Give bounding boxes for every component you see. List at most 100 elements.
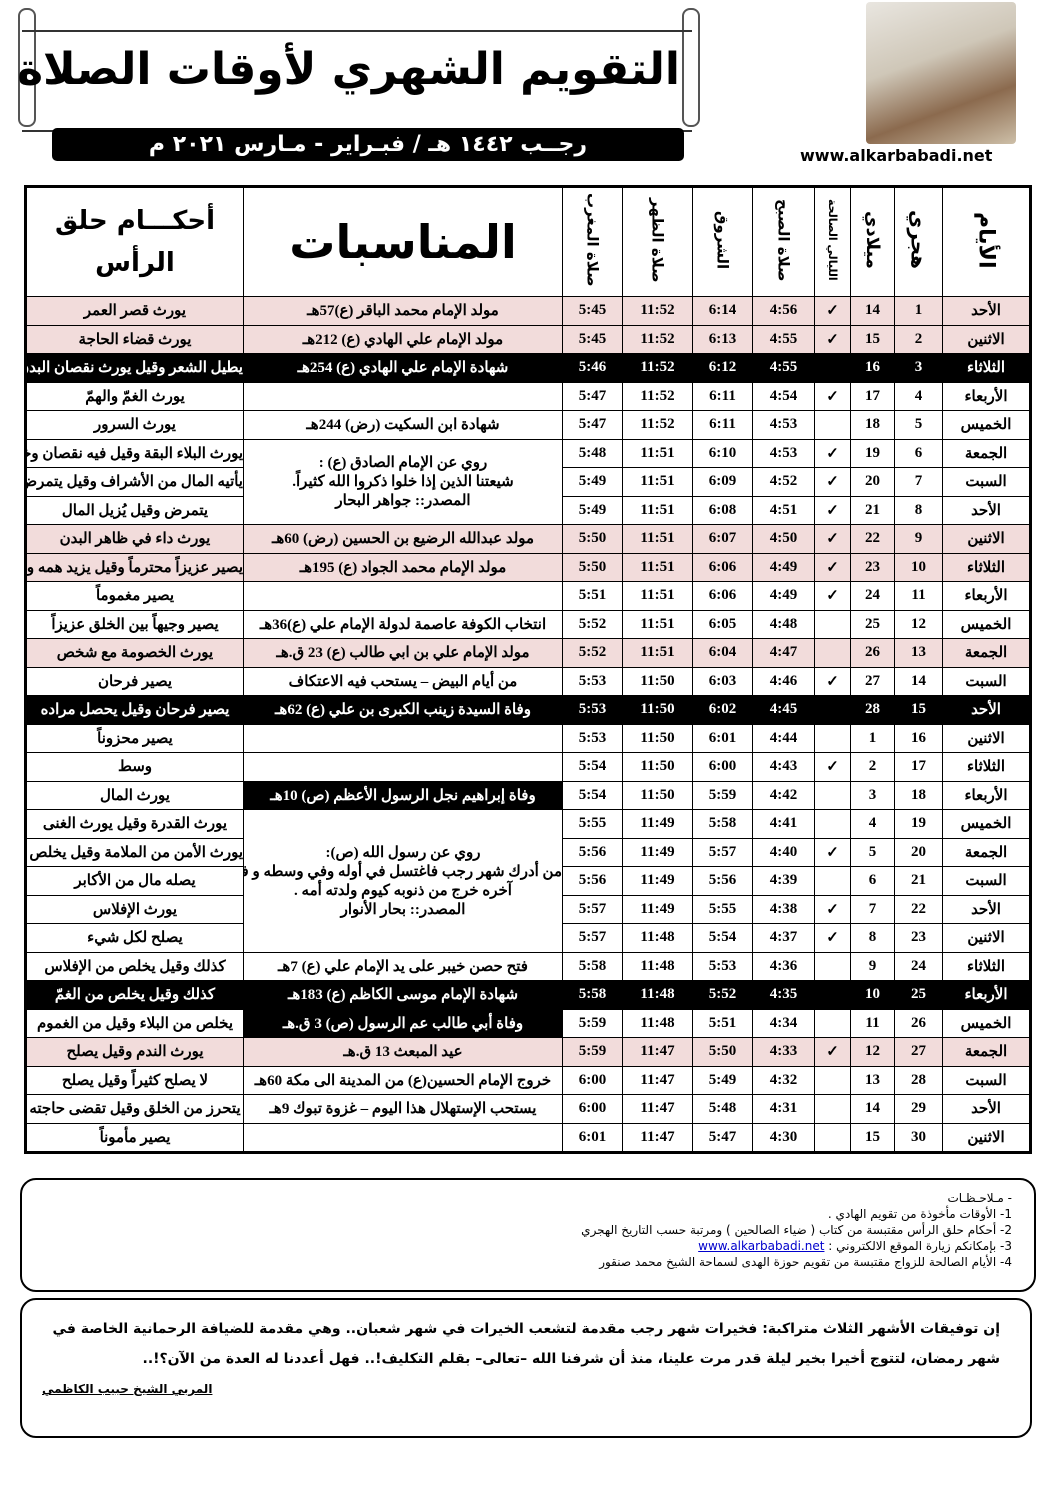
header-gregorian: ميلادي bbox=[850, 186, 895, 297]
maghrib-cell: 6:00 bbox=[562, 1065, 623, 1095]
fajr-cell: 4:37 bbox=[752, 923, 815, 953]
day-cell: الثلاثاء bbox=[942, 552, 1031, 582]
event-cell: مولد عبدالله الرضيع بن الحسين (رض) 60هـ bbox=[243, 524, 563, 554]
event-cell bbox=[243, 723, 563, 753]
hijri-cell: 18 bbox=[894, 780, 943, 810]
table-row: الأربعاء 18 3 4:42 5:59 11:50 5:54 وفاة إبراهيم… bbox=[25, 780, 1031, 810]
event-cell: عيد المبعث 13 ق.هـ bbox=[243, 1037, 563, 1067]
table-row: الأحد 1 14 ✓ 4:56 6:14 11:52 5:45 مولد الإمام مح… bbox=[25, 296, 1031, 326]
table-row: السبت 21 6 4:39 5:56 11:49 5:56 يصله مال من الأ… bbox=[25, 866, 1031, 896]
sunrise-cell: 6:08 bbox=[692, 495, 753, 525]
header-hair: أحكـــام حلق الرأس bbox=[25, 186, 244, 297]
dhuhr-cell: 11:48 bbox=[622, 1008, 693, 1038]
maghrib-cell: 5:47 bbox=[562, 410, 623, 440]
sunrise-cell: 6:13 bbox=[692, 324, 753, 354]
note-3: 3- بإمكانكم زيارة الموقع الالكتروني : ww… bbox=[22, 1238, 1034, 1254]
gregorian-cell: 16 bbox=[850, 353, 895, 383]
event-cell: مولد الإمام محمد الجواد (ع) 195هـ bbox=[243, 552, 563, 582]
day-cell: الأربعاء bbox=[942, 980, 1031, 1010]
sunrise-cell: 6:11 bbox=[692, 381, 753, 411]
dhuhr-cell: 11:47 bbox=[622, 1122, 693, 1153]
table-row: الأربعاء 11 24 ✓ 4:49 6:06 11:51 5:51 يصير مغموم… bbox=[25, 581, 1031, 611]
check-icon: ✓ bbox=[814, 438, 851, 468]
gregorian-cell: 9 bbox=[850, 951, 895, 981]
page-title: التقويم الشهري لأوقات الصلاة bbox=[17, 44, 680, 95]
table-row: الثلاثاء 10 23 ✓ 4:49 6:06 11:51 5:50 مولد الإما… bbox=[25, 552, 1031, 582]
table-row: الاثنين 30 15 4:30 5:47 11:47 6:01 يصير مأموناً bbox=[25, 1122, 1031, 1153]
hair-cell: يصير فرحان bbox=[25, 666, 244, 696]
event-cell: شهادة الإمام علي الهادي (ع) 254هـ bbox=[243, 353, 563, 383]
good-night-cell bbox=[814, 866, 851, 896]
dhuhr-cell: 11:48 bbox=[622, 923, 693, 953]
table-row: الخميس 12 25 4:48 6:05 11:51 5:52 انتخاب الكوفة… bbox=[25, 609, 1031, 639]
fajr-cell: 4:39 bbox=[752, 866, 815, 896]
hadith-line: شيعتنا الذين إذا خلوا ذكروا الله كثيراً. bbox=[292, 474, 514, 491]
sunrise-cell: 5:47 bbox=[692, 1122, 753, 1153]
sunrise-cell: 6:11 bbox=[692, 410, 753, 440]
hair-cell: يورث المال bbox=[25, 780, 244, 810]
quote-box: إن توفيقات الأشهر الثلاث متراكبة: فخيرات… bbox=[20, 1298, 1032, 1438]
fajr-cell: 4:36 bbox=[752, 951, 815, 981]
day-cell: الاثنين bbox=[942, 524, 1031, 554]
dhuhr-cell: 11:52 bbox=[622, 381, 693, 411]
fajr-cell: 4:32 bbox=[752, 1065, 815, 1095]
gregorian-cell: 22 bbox=[850, 524, 895, 554]
gregorian-cell: 21 bbox=[850, 495, 895, 525]
check-icon: ✓ bbox=[814, 552, 851, 582]
good-night-cell bbox=[814, 609, 851, 639]
hijri-cell: 21 bbox=[894, 866, 943, 896]
good-night-cell bbox=[814, 980, 851, 1010]
website-link[interactable]: www.alkarbabadi.net bbox=[698, 1239, 825, 1253]
day-cell: الاثنين bbox=[942, 1122, 1031, 1153]
table-row: الأربعاء 4 17 ✓ 4:54 6:11 11:52 5:47 يورث الغمّ … bbox=[25, 381, 1031, 411]
hijri-cell: 16 bbox=[894, 723, 943, 753]
good-night-cell bbox=[814, 695, 851, 725]
event-cell bbox=[243, 1122, 563, 1153]
table-row: الجمعة 27 12 ✓ 4:33 5:50 11:47 5:59 عيد المبعث 1… bbox=[25, 1037, 1031, 1067]
notes-heading: - مـلاحـظـات bbox=[947, 1191, 1013, 1205]
hadith-line: المصدر:: بحار الأنوار bbox=[340, 901, 466, 918]
fajr-cell: 4:50 bbox=[752, 524, 815, 554]
table-row: الخميس 26 11 4:34 5:51 11:48 5:59 وفاة أبي طالب… bbox=[25, 1008, 1031, 1038]
table-row: الأحد 15 28 4:45 6:02 11:50 5:53 وفاة السيدة زي… bbox=[25, 695, 1031, 725]
day-cell: الثلاثاء bbox=[942, 951, 1031, 981]
maghrib-cell: 5:57 bbox=[562, 894, 623, 924]
maghrib-cell: 6:00 bbox=[562, 1094, 623, 1124]
fajr-cell: 4:43 bbox=[752, 752, 815, 782]
maghrib-cell: 5:58 bbox=[562, 951, 623, 981]
quote-signature: المربي الشيخ حبيب الكاظمي bbox=[42, 1382, 213, 1396]
table-row: الجمعة 20 5 ✓ 4:40 5:57 11:49 5:56 يورث الأمن من… bbox=[25, 837, 1031, 867]
hadith-line: روي عن الإمام الصادق (ع) : bbox=[318, 455, 488, 472]
fajr-cell: 4:51 bbox=[752, 495, 815, 525]
note-1: 1- الأوقات مأخوذة من تقويم الهادي . bbox=[827, 1207, 1012, 1221]
gregorian-cell: 27 bbox=[850, 666, 895, 696]
quote-text: إن توفيقات الأشهر الثلاث متراكبة: فخيرات… bbox=[52, 1321, 1000, 1367]
hadith-line: آخره خرج من ذنوبه كيوم ولدته أمه . bbox=[294, 882, 512, 899]
sunrise-cell: 6:10 bbox=[692, 438, 753, 468]
table-row: الأحد 8 21 ✓ 4:51 6:08 11:51 5:49 يتمرض وقيل يُز… bbox=[25, 495, 1031, 525]
event-cell: انتخاب الكوفة عاصمة لدولة الإمام علي (ع)… bbox=[243, 609, 563, 639]
header-maghrib: صلاة المغرب bbox=[562, 186, 623, 297]
dhuhr-cell: 11:51 bbox=[622, 467, 693, 497]
hair-cell: يورث داء في ظاهر البدن bbox=[25, 524, 244, 554]
note-2: 2- أحكام حلق الرأس مقتبسة من كتاب ( ضياء… bbox=[581, 1223, 1012, 1237]
day-cell: الخميس bbox=[942, 809, 1031, 839]
hijri-cell: 14 bbox=[894, 666, 943, 696]
sunrise-cell: 6:14 bbox=[692, 296, 753, 326]
good-night-cell bbox=[814, 809, 851, 839]
maghrib-cell: 5:50 bbox=[562, 524, 623, 554]
gregorian-cell: 6 bbox=[850, 866, 895, 896]
hair-cell: كذلك وقيل يخلص من الإفلاس bbox=[25, 951, 244, 981]
event-cell: وفاة السيدة زينب الكبرى بن علي (ع) 62هـ bbox=[243, 695, 563, 725]
maghrib-cell: 5:55 bbox=[562, 809, 623, 839]
day-cell: الأحد bbox=[942, 495, 1031, 525]
table-row: الاثنين 9 22 ✓ 4:50 6:07 11:51 5:50 مولد عبدالله… bbox=[25, 524, 1031, 554]
gregorian-cell: 20 bbox=[850, 467, 895, 497]
dhuhr-cell: 11:48 bbox=[622, 980, 693, 1010]
maghrib-cell: 5:45 bbox=[562, 296, 623, 326]
gregorian-cell: 23 bbox=[850, 552, 895, 582]
dhuhr-cell: 11:49 bbox=[622, 866, 693, 896]
hijri-cell: 15 bbox=[894, 695, 943, 725]
prayer-times-table: الأيام هجري ميلادي الليالي الصالحة صلاة … bbox=[24, 185, 1032, 1154]
